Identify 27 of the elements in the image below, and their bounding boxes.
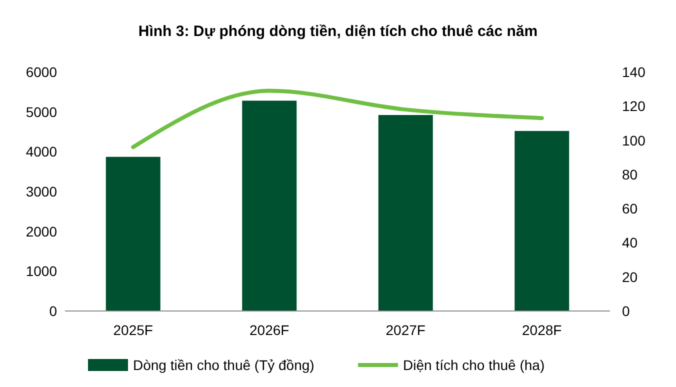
- y2-tick-label: 80: [622, 166, 638, 182]
- bar: [242, 100, 297, 311]
- y2-tick-label: 140: [622, 64, 646, 80]
- y-tick-label: 6000: [26, 64, 58, 80]
- y2-tick-label: 100: [622, 132, 646, 148]
- legend-label: Dòng tiền cho thuê (Tỷ đồng): [133, 357, 314, 373]
- legend-label: Diện tích cho thuê (ha): [403, 357, 545, 373]
- x-tick-label: 2026F: [250, 322, 290, 338]
- line-series: [131, 88, 544, 150]
- bar: [106, 156, 160, 311]
- x-tick-label: 2025F: [113, 322, 153, 338]
- y-tick-label: 5000: [26, 104, 58, 120]
- chart-title: Hình 3: Dự phóng dòng tiền, diện tích cho thuê các năm: [138, 23, 538, 40]
- y-tick-label: 3000: [26, 184, 58, 200]
- y-tick-label: 4000: [26, 144, 58, 160]
- y-tick-label: 0: [49, 303, 58, 319]
- y2-tick-label: 20: [622, 268, 638, 285]
- x-tick-label: 2027F: [386, 322, 426, 338]
- y2-tick-label: 60: [622, 200, 638, 217]
- y-tick-label: 1000: [26, 263, 58, 280]
- y2-tick-label: 40: [622, 234, 638, 251]
- bar: [378, 115, 433, 311]
- x-tick-label: 2028F: [522, 322, 562, 338]
- bar: [514, 130, 570, 311]
- y2-tick-label: 0: [622, 303, 630, 319]
- y2-tick-label: 120: [622, 98, 646, 114]
- y-tick-label: 2000: [26, 223, 58, 240]
